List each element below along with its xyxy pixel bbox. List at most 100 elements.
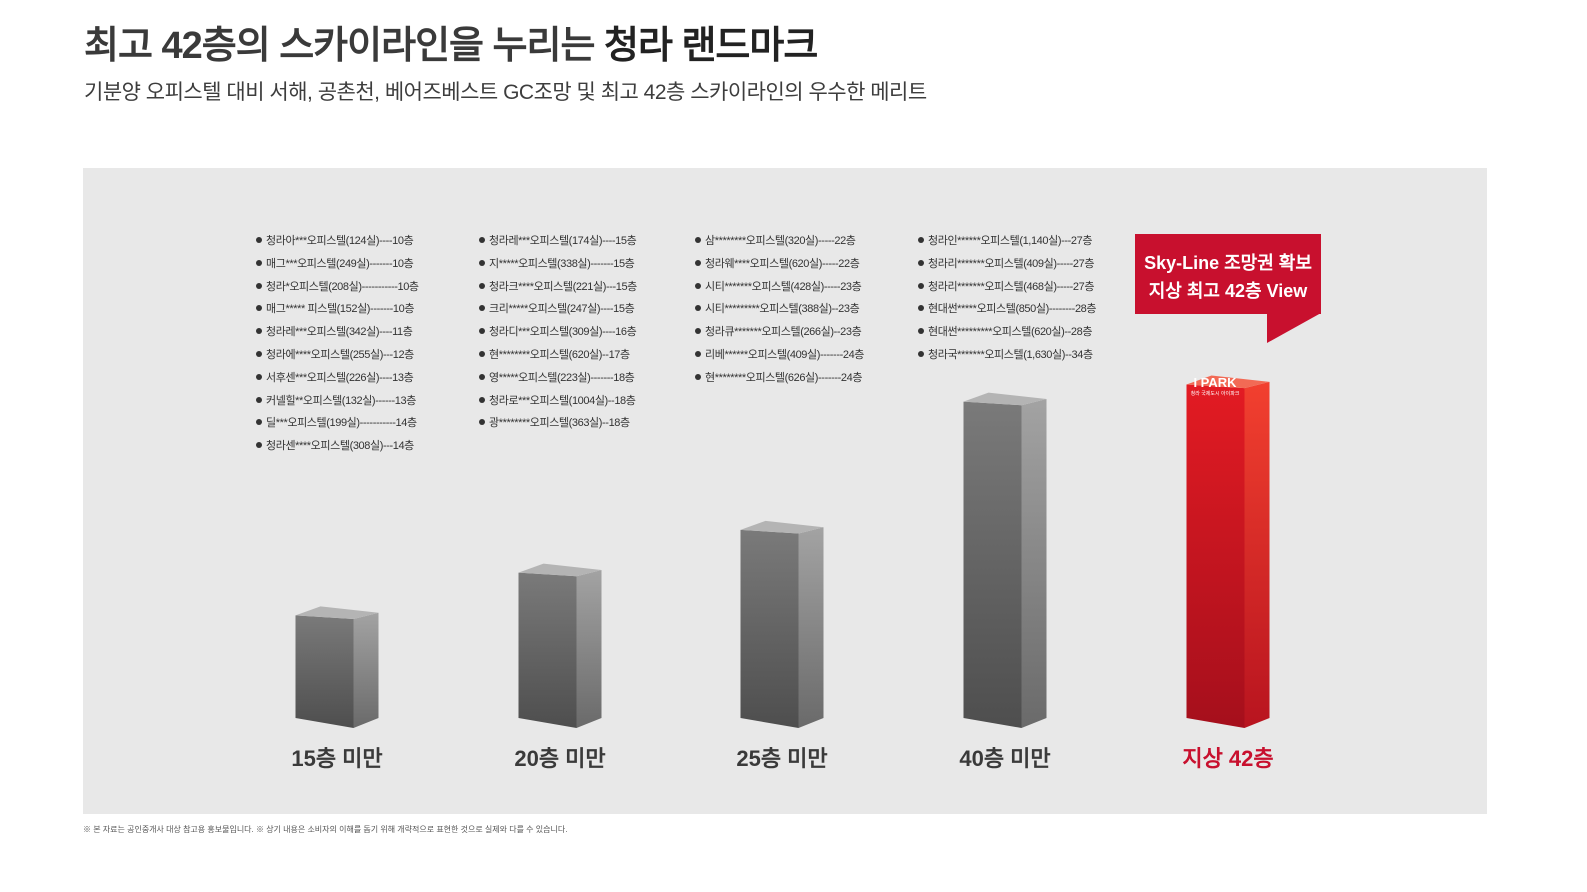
bar-top-face: [518, 563, 602, 577]
page-subtitle: 기분양 오피스텔 대비 서해, 공촌천, 베어즈베스트 GC조망 및 최고 42…: [84, 81, 927, 104]
building-list-item: 청라레***오피스텔(342실)----11층: [256, 321, 419, 344]
building-list-text: 매그***** 피스텔(152실)-------10층: [266, 303, 415, 316]
bullet-icon: [256, 419, 262, 426]
building-list-text: 청라디***오피스텔(309실)----16층: [489, 326, 637, 339]
building-list-text: 청라리*******오피스텔(409실)-----27층: [928, 257, 1095, 270]
bar-side-face: [576, 569, 602, 728]
building-list-item: 크리*****오피스텔(247실)----15층: [479, 298, 637, 321]
building-list-item: 현********오피스텔(620실)--17층: [479, 344, 637, 367]
building-list-item: 영*****오피스텔(223실)-------18층: [479, 367, 637, 390]
building-list-text: 지*****오피스텔(338실)-------15층: [489, 257, 635, 270]
bullet-icon: [695, 237, 701, 243]
bullet-icon: [918, 350, 924, 357]
bar-side-face: [1244, 381, 1270, 728]
bullet-icon: [918, 328, 924, 335]
bar-4: [963, 392, 1047, 728]
category-label: 지상 42층: [1182, 746, 1273, 771]
bullet-icon: [695, 373, 701, 380]
bullet-icon: [479, 419, 485, 426]
bullet-icon: [256, 396, 262, 403]
building-list-item: 청라국*******오피스텔(1,630실)--34층: [918, 344, 1096, 367]
bullet-icon: [479, 373, 485, 380]
bullet-icon: [695, 259, 701, 266]
building-list-text: 크리*****오피스텔(247실)----15층: [489, 303, 635, 316]
bar-front-face: [963, 401, 1022, 728]
building-list-item: 삼********오피스텔(320실)-----22층: [695, 230, 864, 253]
building-list-item: 청라디***오피스텔(309실)----16층: [479, 321, 637, 344]
callout-line-1: Sky-Line 조망권 확보: [1144, 253, 1312, 273]
building-list-text: 현********오피스텔(626실)-------24층: [705, 371, 863, 384]
building-list-item: 청라웨****오피스텔(620실)-----22층: [695, 253, 864, 276]
building-list-item: 현********오피스텔(626실)-------24층: [695, 367, 864, 390]
bullet-icon: [918, 259, 924, 266]
building-list-item: 매그***** 피스텔(152실)-------10층: [256, 298, 419, 321]
category-label: 25층 미만: [736, 746, 827, 771]
building-list-item: 현대썬*****오피스텔(850실)--------28층: [918, 298, 1097, 321]
category-label: 15층 미만: [291, 746, 382, 771]
bullet-icon: [256, 373, 262, 380]
bar-side-face: [353, 612, 379, 728]
building-list-text: 청라인******오피스텔(1,140실)---27층: [928, 235, 1093, 247]
bullet-icon: [479, 350, 485, 357]
title-prefix: 최고 42층의 스카이라인을 누리는: [84, 25, 604, 67]
building-list-text: 현대썬*********오피스텔(620실)--28층: [928, 326, 1093, 339]
bullet-icon: [918, 282, 924, 289]
building-list-item: 청라아***오피스텔(124실)----10층: [256, 230, 419, 253]
building-list-text: 현********오피스텔(620실)--17층: [489, 348, 630, 361]
building-list-text: 청라센****오피스텔(308실)---14층: [266, 440, 414, 453]
building-list-text: 삼********오피스텔(320실)-----22층: [705, 235, 856, 247]
skyline-callout: Sky-Line 조망권 확보 지상 최고 42층 View: [1135, 234, 1321, 314]
bar-5: [1186, 375, 1270, 728]
bullet-icon: [479, 328, 485, 335]
building-list-item: 청라로***오피스텔(1004실)--18층: [479, 390, 637, 413]
bar-front-face: [518, 572, 577, 728]
bullet-icon: [918, 237, 924, 243]
building-list-item: 커넬힐**오피스텔(132실)------13층: [256, 390, 419, 413]
building-list-text: 시티*********오피스텔(388실)--23층: [705, 303, 860, 316]
bullet-icon: [256, 305, 262, 312]
building-list-item: 청라레***오피스텔(174실)----15층: [479, 230, 637, 253]
building-list-item: 지*****오피스텔(338실)-------15층: [479, 253, 637, 276]
bullet-icon: [695, 282, 701, 289]
bullet-icon: [256, 282, 262, 289]
building-list-text: 청라레***오피스텔(342실)----11층: [266, 326, 413, 339]
bullet-icon: [256, 442, 262, 449]
building-list-text: 시티*******오피스텔(428실)-----23층: [705, 280, 862, 293]
bullet-icon: [256, 328, 262, 335]
building-list-item: 청라에****오피스텔(255실)---12층: [256, 344, 419, 367]
building-list-text: 현대썬*****오피스텔(850실)--------28층: [928, 303, 1097, 316]
building-list-item: 시티*******오피스텔(428실)-----23층: [695, 276, 864, 299]
building-list-text: 청라*오피스텔(208실)-----------10층: [266, 280, 419, 293]
building-list-item: 청라인******오피스텔(1,140실)---27층: [918, 230, 1096, 253]
building-list-text: 청라레***오피스텔(174실)----15층: [489, 235, 637, 247]
building-list-text: 청라로***오피스텔(1004실)--18층: [489, 394, 636, 407]
building-list-text: 청라크****오피스텔(221실)---15층: [489, 280, 637, 293]
bullet-icon: [695, 305, 701, 312]
bullet-icon: [256, 259, 262, 266]
bar-3: [740, 520, 824, 728]
bar-side-face: [798, 527, 824, 728]
bar-1: [295, 606, 379, 728]
bar-front-face: [1186, 384, 1245, 728]
bar-2: [518, 563, 602, 728]
building-list-text: 청라아***오피스텔(124실)----10층: [266, 235, 414, 247]
bullet-icon: [479, 237, 485, 243]
building-list-text: 영*****오피스텔(223실)-------18층: [489, 371, 635, 384]
category-label: 40층 미만: [959, 746, 1050, 771]
bullet-icon: [695, 328, 701, 335]
building-list-text: 서후센***오피스텔(226실)----13층: [266, 371, 414, 384]
bar-side-face: [1021, 398, 1047, 728]
bullet-icon: [479, 259, 485, 266]
callout-tail: [1267, 313, 1321, 343]
ipark-logo-subtitle: 청라 국제도시 아이파크: [1190, 391, 1240, 397]
bullet-icon: [479, 282, 485, 289]
bar-top-face: [295, 606, 379, 619]
building-list-text: 매그***오피스텔(249실)-------10층: [266, 257, 414, 270]
building-list-item: 리베******오피스텔(409실)-------24층: [695, 344, 864, 367]
building-list-item: 청라크****오피스텔(221실)---15층: [479, 276, 637, 299]
bullet-icon: [256, 350, 262, 357]
